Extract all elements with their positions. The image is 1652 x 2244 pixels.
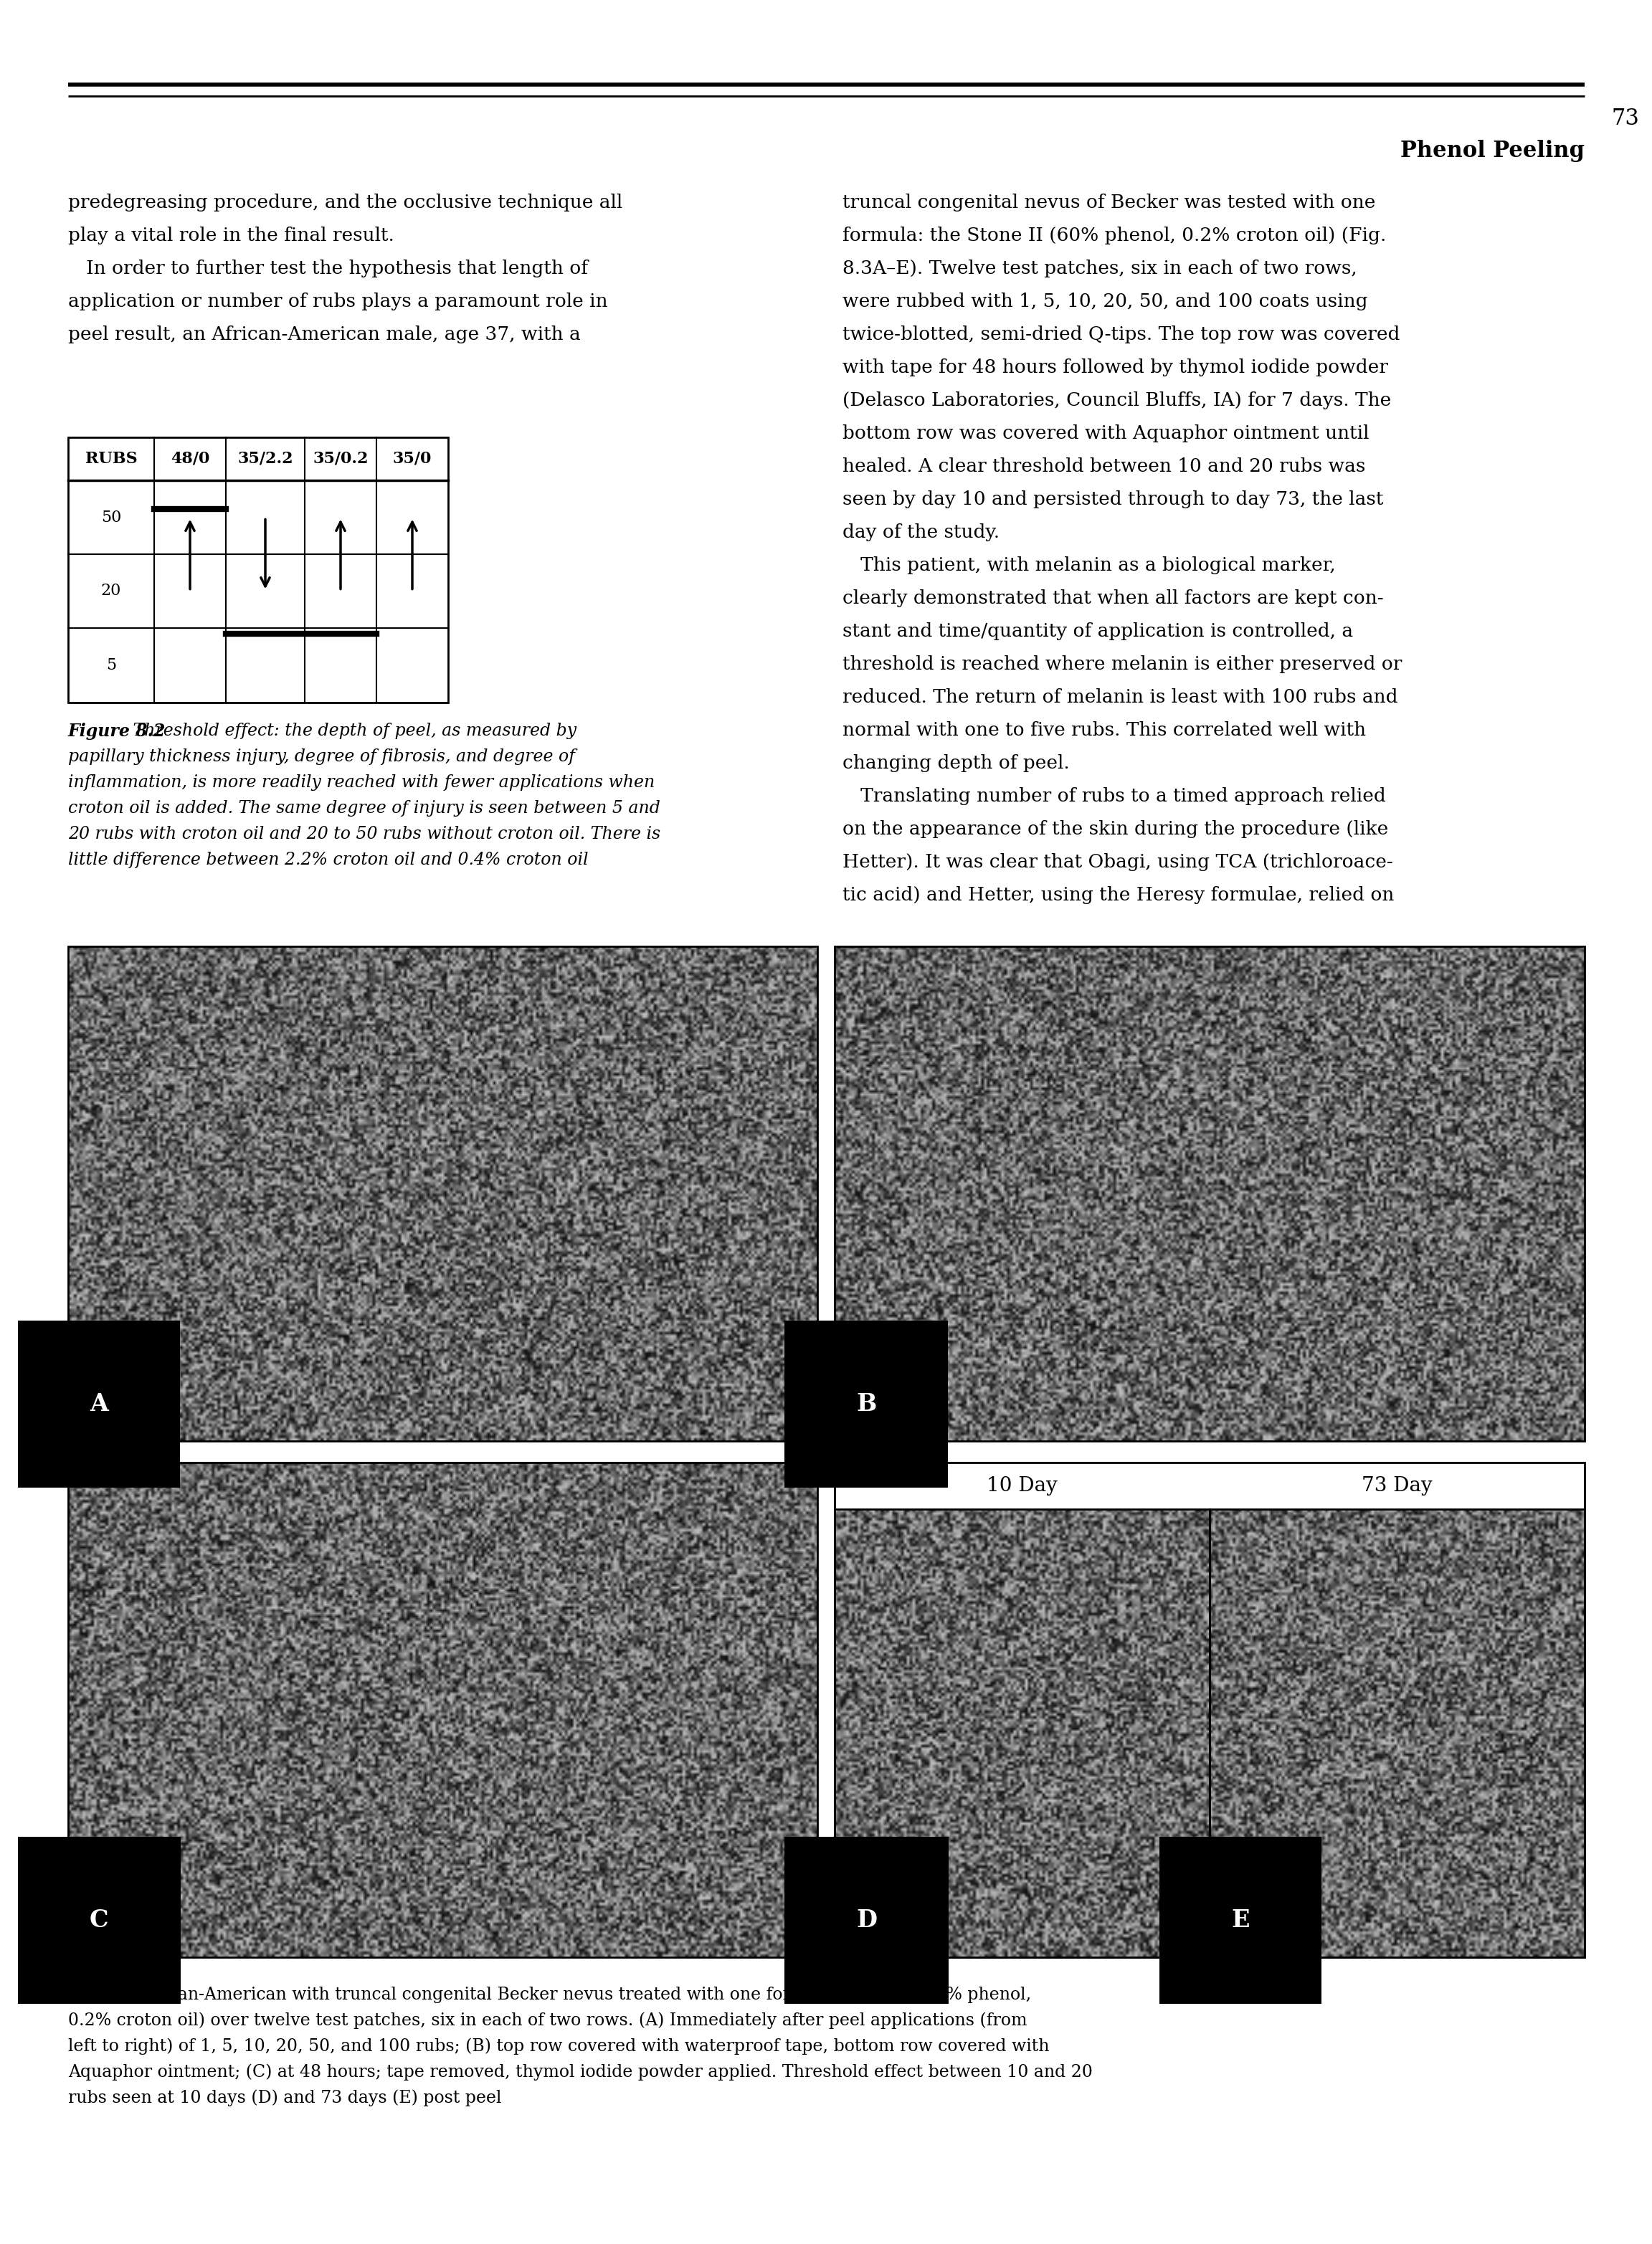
Text: inflammation, is more readily reached with fewer applications when: inflammation, is more readily reached wi…	[68, 774, 654, 790]
Text: RUBS: RUBS	[84, 451, 137, 467]
Text: D: D	[856, 1907, 877, 1932]
Text: papillary thickness injury, degree of fibrosis, and degree of: papillary thickness injury, degree of fi…	[68, 749, 575, 765]
Text: predegreasing procedure, and the occlusive technique all: predegreasing procedure, and the occlusi…	[68, 193, 623, 211]
Text: Phenol Peeling: Phenol Peeling	[1401, 139, 1584, 162]
Text: formula: the Stone II (60% phenol, 0.2% croton oil) (Fig.: formula: the Stone II (60% phenol, 0.2% …	[843, 227, 1386, 245]
Text: Hetter). It was clear that Obagi, using TCA (trichloroace-: Hetter). It was clear that Obagi, using …	[843, 853, 1393, 871]
Text: little difference between 2.2% croton oil and 0.4% croton oil: little difference between 2.2% croton oi…	[68, 853, 588, 868]
Text: on the appearance of the skin during the procedure (like: on the appearance of the skin during the…	[843, 819, 1388, 837]
Text: bottom row was covered with Aquaphor ointment until: bottom row was covered with Aquaphor oin…	[843, 424, 1370, 442]
Text: (Delasco Laboratories, Council Bluffs, IA) for 7 days. The: (Delasco Laboratories, Council Bluffs, I…	[843, 390, 1391, 408]
Text: 10 Day: 10 Day	[986, 1477, 1057, 1495]
Text: stant and time/quantity of application is controlled, a: stant and time/quantity of application i…	[843, 622, 1353, 640]
Text: normal with one to five rubs. This correlated well with: normal with one to five rubs. This corre…	[843, 720, 1366, 738]
Bar	[834, 947, 1584, 1441]
Text: 35/0.2: 35/0.2	[312, 451, 368, 467]
Text: left to right) of 1, 5, 10, 20, 50, and 100 rubs; (B) top row covered with water: left to right) of 1, 5, 10, 20, 50, and …	[68, 2038, 1049, 2056]
Text: with tape for 48 hours followed by thymol iodide powder: with tape for 48 hours followed by thymo…	[843, 359, 1388, 377]
Text: Translating number of rubs to a timed approach relied: Translating number of rubs to a timed ap…	[843, 788, 1386, 806]
Text: croton oil is added. The same degree of injury is seen between 5 and: croton oil is added. The same degree of …	[68, 801, 661, 817]
Text: 50: 50	[101, 509, 121, 525]
Text: threshold is reached where melanin is either preserved or: threshold is reached where melanin is ei…	[843, 655, 1403, 673]
Text: rubs seen at 10 days (D) and 73 days (E) post peel: rubs seen at 10 days (D) and 73 days (E)…	[68, 2089, 502, 2107]
Text: African-American with truncal congenital Becker nevus treated with one formula (: African-American with truncal congenital…	[131, 1986, 1031, 2004]
Bar	[68, 438, 448, 702]
Text: truncal congenital nevus of Becker was tested with one: truncal congenital nevus of Becker was t…	[843, 193, 1376, 211]
Text: seen by day 10 and persisted through to day 73, the last: seen by day 10 and persisted through to …	[843, 491, 1383, 509]
Text: changing depth of peel.: changing depth of peel.	[843, 754, 1069, 772]
Text: E: E	[1231, 1907, 1249, 1932]
Text: 35/0: 35/0	[393, 451, 431, 467]
Bar	[834, 1463, 1584, 1957]
Text: tic acid) and Hetter, using the Heresy formulae, relied on: tic acid) and Hetter, using the Heresy f…	[843, 886, 1394, 904]
Text: clearly demonstrated that when all factors are kept con-: clearly demonstrated that when all facto…	[843, 590, 1384, 608]
Text: 73: 73	[1612, 108, 1640, 130]
Bar	[834, 1510, 1209, 1957]
Text: 73 Day: 73 Day	[1361, 1477, 1432, 1495]
Text: 8.3A–E). Twelve test patches, six in each of two rows,: 8.3A–E). Twelve test patches, six in eac…	[843, 260, 1358, 278]
Text: play a vital role in the final result.: play a vital role in the final result.	[68, 227, 395, 245]
Bar	[68, 947, 818, 1441]
Text: 20 rubs with croton oil and 20 to 50 rubs without croton oil. There is: 20 rubs with croton oil and 20 to 50 rub…	[68, 826, 661, 842]
Text: In order to further test the hypothesis that length of: In order to further test the hypothesis …	[68, 260, 588, 278]
Bar	[68, 1463, 818, 1957]
Text: peel result, an African-American male, age 37, with a: peel result, an African-American male, a…	[68, 325, 580, 343]
Text: day of the study.: day of the study.	[843, 523, 999, 541]
Text: C: C	[89, 1907, 109, 1932]
Bar	[1209, 1510, 1584, 1957]
Text: 5: 5	[106, 657, 116, 673]
Text: 20: 20	[101, 583, 121, 599]
Text: were rubbed with 1, 5, 10, 20, 50, and 100 coats using: were rubbed with 1, 5, 10, 20, 50, and 1…	[843, 292, 1368, 310]
Text: This patient, with melanin as a biological marker,: This patient, with melanin as a biologic…	[843, 557, 1335, 574]
Text: reduced. The return of melanin is least with 100 rubs and: reduced. The return of melanin is least …	[843, 689, 1398, 707]
Text: application or number of rubs plays a paramount role in: application or number of rubs plays a pa…	[68, 292, 608, 310]
Text: Figure 8.3: Figure 8.3	[68, 1986, 165, 2004]
Text: B: B	[856, 1391, 877, 1416]
Text: A: A	[89, 1391, 107, 1416]
Text: twice-blotted, semi-dried Q-tips. The top row was covered: twice-blotted, semi-dried Q-tips. The to…	[843, 325, 1399, 343]
Text: Threshold effect: the depth of peel, as measured by: Threshold effect: the depth of peel, as …	[127, 723, 577, 738]
Text: 48/0: 48/0	[170, 451, 210, 467]
Text: 0.2% croton oil) over twelve test patches, six in each of two rows. (A) Immediat: 0.2% croton oil) over twelve test patche…	[68, 2011, 1028, 2029]
Text: healed. A clear threshold between 10 and 20 rubs was: healed. A clear threshold between 10 and…	[843, 458, 1366, 476]
Text: Aquaphor ointment; (C) at 48 hours; tape removed, thymol iodide powder applied. : Aquaphor ointment; (C) at 48 hours; tape…	[68, 2062, 1092, 2080]
Text: Figure 8.2: Figure 8.2	[68, 723, 165, 741]
Bar	[834, 1463, 1584, 1510]
Text: 35/2.2: 35/2.2	[238, 451, 292, 467]
